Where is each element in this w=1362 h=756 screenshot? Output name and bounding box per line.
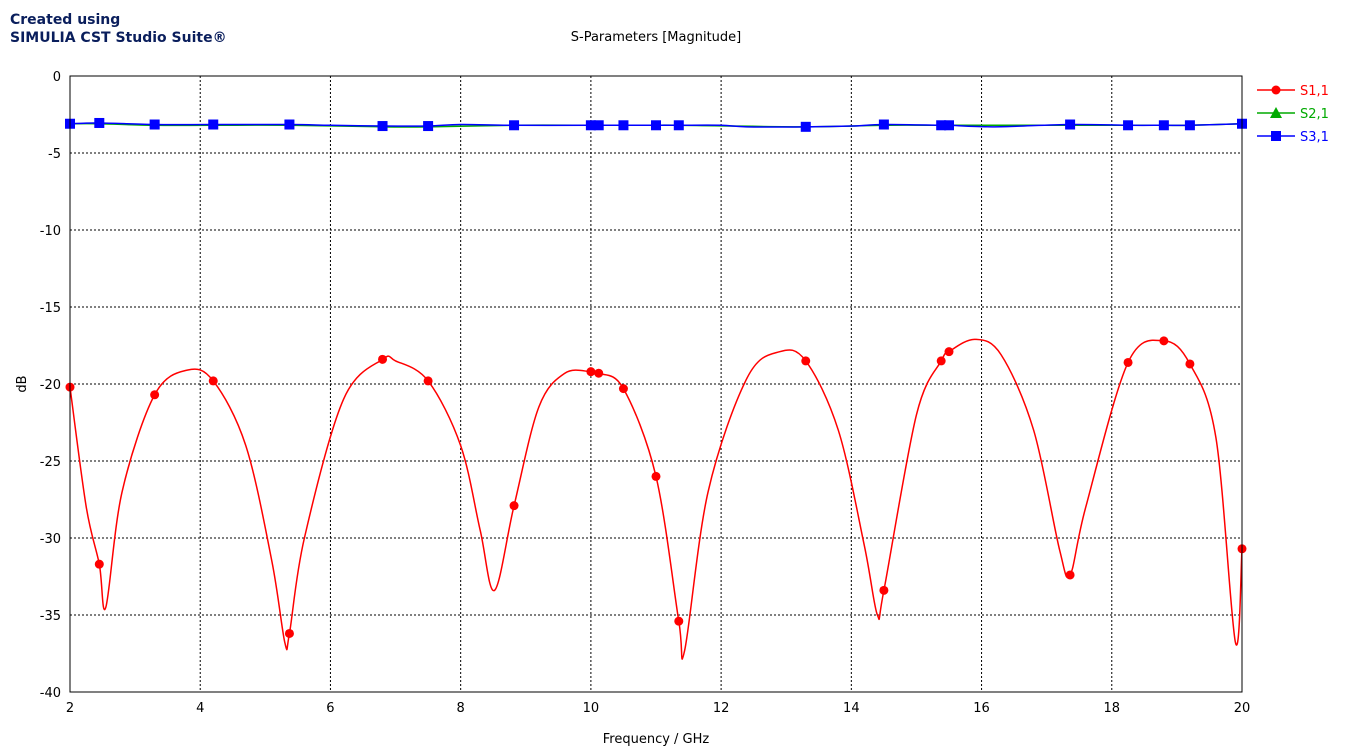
data-point-marker [673, 120, 684, 131]
tick-labels: 2 4 6 8 10 12 14 16 18 20 0 -5 -10 -15 -20 -25 -30 -35 -40 [40, 70, 1251, 716]
data-point-marker [878, 119, 889, 130]
data-point-marker [150, 390, 160, 400]
data-point-marker [651, 120, 661, 131]
data-point-marker [594, 368, 604, 378]
data-point-marker [94, 117, 105, 128]
y-tick-label: -5 [48, 147, 61, 162]
data-point-marker [284, 628, 294, 638]
x-tick-label: 16 [973, 701, 990, 716]
legend-label: S2,1 [1300, 107, 1329, 122]
data-point-marker [377, 121, 388, 132]
data-point-marker [1123, 120, 1134, 131]
x-tick-label: 4 [196, 701, 204, 716]
data-point-marker [1184, 120, 1195, 131]
data-point-marker [944, 347, 954, 357]
legend-marker [1271, 131, 1281, 141]
legend: S1,1 S2,1 S3,1 [1257, 84, 1329, 145]
x-tick-label: 10 [583, 701, 600, 716]
data-point-marker [284, 119, 295, 130]
data-point-marker [593, 120, 604, 131]
brand-line-1: Created using [10, 12, 121, 28]
data-point-marker [944, 120, 954, 131]
data-point-marker [423, 376, 433, 386]
data-point-marker [1065, 119, 1076, 130]
brand-line-2: SIMULIA CST Studio Suite® [10, 30, 227, 46]
data-point-marker [509, 120, 520, 131]
legend-label: S1,1 [1300, 84, 1329, 99]
series-line [69, 338, 1243, 660]
y-tick-label: -15 [40, 301, 61, 316]
data-point-marker [801, 356, 811, 366]
data-point-marker [94, 559, 104, 569]
data-point-marker [936, 120, 947, 131]
y-tick-label: -25 [40, 455, 61, 470]
x-tick-label: 20 [1234, 701, 1251, 716]
legend-item: S3,1 [1257, 130, 1329, 145]
legend-marker [1270, 107, 1282, 118]
data-point-marker [1065, 570, 1075, 580]
plot-frame [69, 75, 1243, 693]
data-point-marker [1159, 336, 1169, 346]
x-tick-label: 2 [66, 701, 74, 716]
data-point-marker [879, 585, 889, 595]
data-point-marker [618, 120, 629, 131]
data-point-marker [800, 121, 811, 132]
data-point-marker [618, 384, 628, 394]
y-axis-label: dB [15, 375, 30, 392]
x-tick-label: 14 [843, 701, 860, 716]
data-point-marker [208, 376, 218, 386]
x-axis-label: Frequency / GHz [603, 732, 710, 747]
y-tick-label: 0 [53, 70, 61, 85]
legend-item: S2,1 [1257, 107, 1329, 122]
data-point-marker [936, 356, 946, 366]
brand-watermark: Created using SIMULIA CST Studio Suite® [10, 11, 227, 47]
y-tick-label: -30 [40, 532, 61, 547]
data-point-marker [378, 354, 388, 364]
data-point-marker [585, 120, 596, 131]
y-tick-label: -40 [40, 686, 61, 701]
series-line [69, 122, 1243, 128]
x-tick-label: 8 [457, 701, 465, 716]
data-point-marker [208, 119, 219, 130]
data-point-marker [674, 616, 684, 626]
data-point-marker [1123, 357, 1133, 367]
x-tick-label: 18 [1104, 701, 1121, 716]
series-layer [65, 117, 1247, 660]
data-point-marker [509, 501, 519, 511]
x-tick-label: 12 [713, 701, 730, 716]
y-tick-label: -20 [40, 378, 61, 393]
data-point-marker [149, 119, 160, 130]
data-point-marker [1158, 120, 1169, 131]
legend-item: S1,1 [1257, 84, 1329, 99]
data-point-marker [651, 471, 661, 481]
data-point-marker [423, 121, 434, 132]
legend-label: S3,1 [1300, 130, 1329, 145]
data-point-marker [586, 367, 596, 377]
chart-title: S-Parameters [Magnitude] [570, 30, 742, 45]
series-S3-1 [65, 117, 1247, 132]
y-tick-label: -35 [40, 609, 61, 624]
series-S1-1 [65, 336, 1247, 660]
x-tick-label: 6 [326, 701, 334, 716]
legend-marker [1271, 85, 1281, 95]
y-tick-label: -10 [40, 224, 61, 239]
grid-layer [70, 76, 1242, 692]
data-point-marker [1185, 359, 1195, 369]
